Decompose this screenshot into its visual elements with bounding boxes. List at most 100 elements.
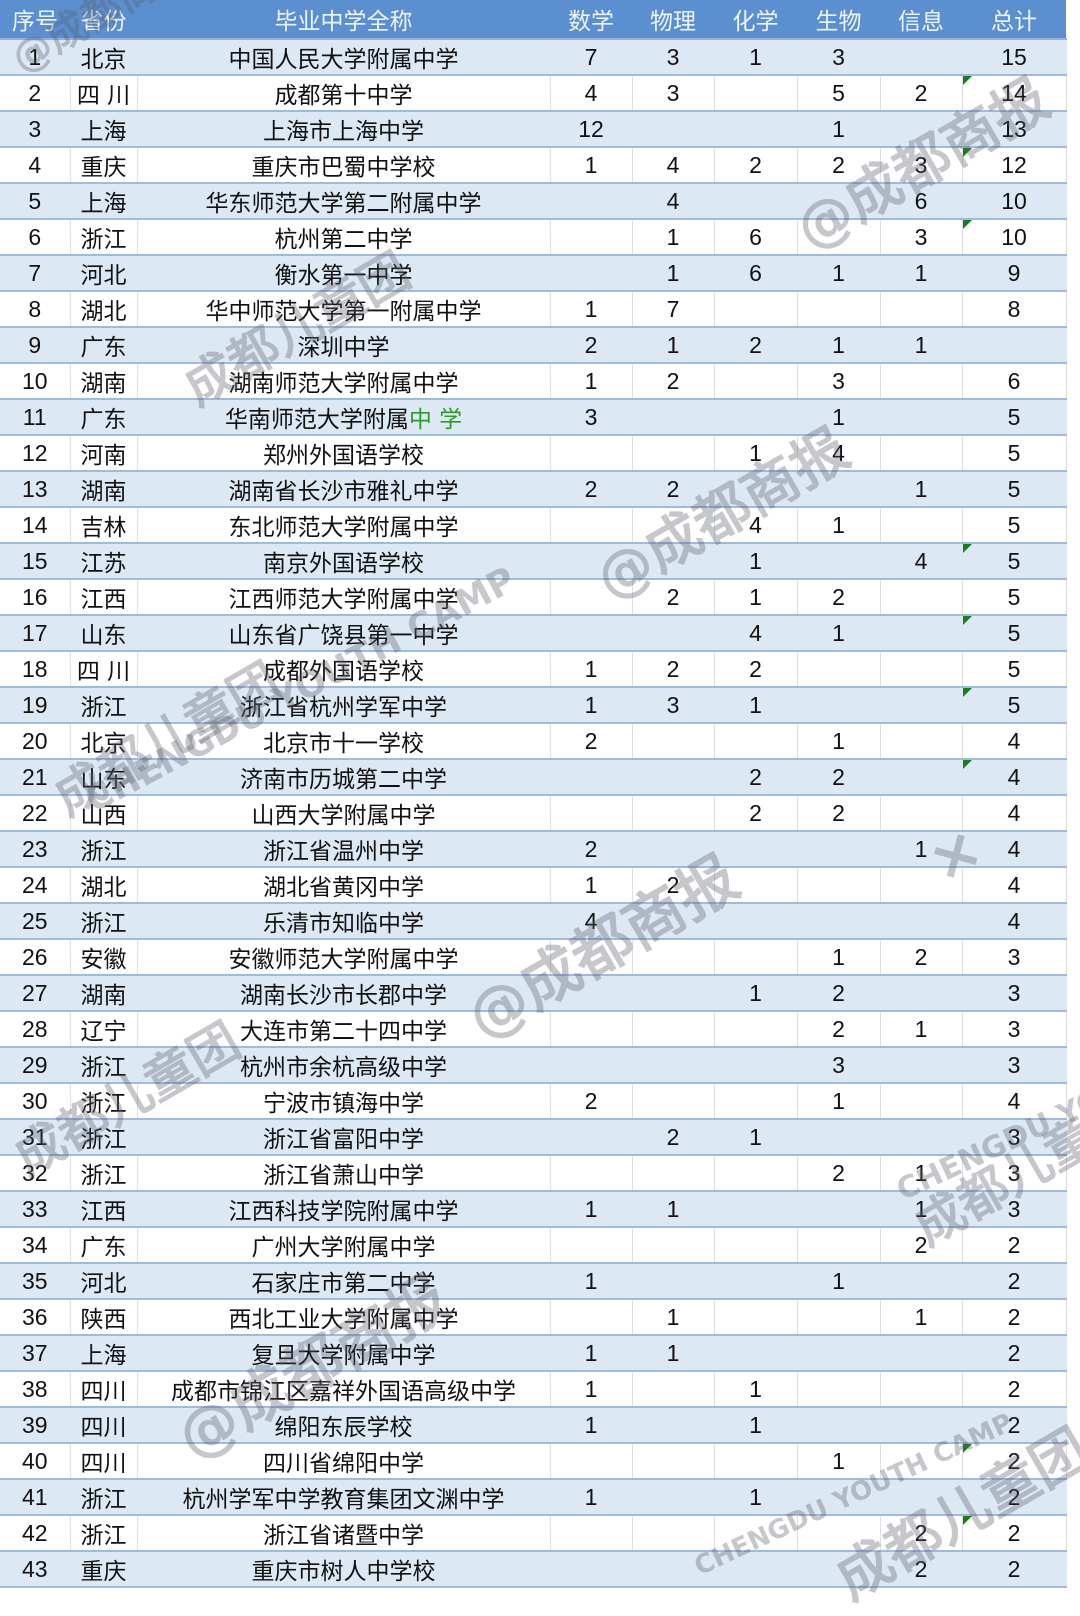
cell-chemistry: 1 [714,579,798,616]
cell-school-text: 大连市第二十四中学 [240,1019,447,1045]
cell-province: 山东 [70,759,138,796]
cell-school: 绵阳东辰学校 [137,1407,551,1444]
cell-index-text: 39 [21,1411,48,1438]
cell-total: 3 [962,1011,1067,1048]
cell-math [550,1551,633,1588]
cell-school: 复旦大学附属中学 [137,1335,551,1372]
cell-index-text: 15 [21,547,48,574]
cell-province: 陕西 [70,1299,138,1336]
cell-school-text: 华东师范大学第二附属中学 [205,191,482,217]
cell-index: 14 [0,507,71,544]
cell-informatics [880,1335,963,1372]
cell-index: 17 [0,615,71,652]
cell-province: 湖南 [70,975,138,1012]
cell-total: 5 [962,543,1067,580]
cell-index-text: 40 [21,1447,48,1474]
cell-total-text: 4 [1007,871,1021,898]
cell-total-text: 9 [1007,259,1021,286]
cell-total: 2 [962,1263,1067,1300]
cell-school: 杭州学军中学教育集团文渊中学 [137,1479,551,1516]
table-row: 23 浙江 浙江省温州中学 2 1 4 [0,831,1067,868]
cell-index: 36 [0,1299,71,1336]
cell-informatics: 2 [880,1227,963,1264]
cell-total: 2 [962,1479,1067,1516]
cell-chemistry-text: 1 [749,1483,762,1510]
cell-physics-text: 1 [666,1303,680,1330]
cell-school: 浙江省萧山中学 [137,1155,551,1192]
cell-province: 江西 [70,579,138,616]
cell-physics-text: 2 [666,1123,680,1150]
cell-math-text: 1 [584,151,598,178]
cell-biology-text: 5 [832,79,845,106]
table-row: 2 四 川 成都第十中学 4 3 5 2 14 [0,75,1067,112]
cell-biology: 1 [797,399,881,436]
table-row: 11 广东 华南师范大学附属中 学 3 1 5 [0,399,1067,436]
cell-index: 32 [0,1155,71,1192]
cell-total-text: 10 [1001,187,1027,214]
header-physics: 物理 [632,0,714,40]
cell-physics [632,1407,715,1444]
cell-informatics [880,903,963,940]
cell-informatics-text: 4 [914,547,928,574]
cell-informatics: 1 [880,255,963,292]
cell-biology [797,1227,881,1264]
cell-province-text: 陕西 [80,1307,127,1333]
cell-index: 42 [0,1515,71,1552]
cell-chemistry [714,723,798,760]
cell-biology-text: 2 [832,151,845,178]
cell-school-text: 南京外国语学校 [263,551,424,577]
cell-math [550,1227,633,1264]
cell-chemistry: 6 [714,219,798,256]
cell-total: 10 [962,183,1067,220]
table-row: 3 上海 上海市上海中学 12 1 13 [0,111,1067,148]
cell-index: 24 [0,867,71,904]
cell-biology: 2 [797,1011,881,1048]
cell-total: 2 [962,1335,1067,1372]
cell-index-text: 36 [21,1303,48,1330]
cell-informatics [880,1047,963,1084]
cell-informatics-text: 1 [914,1159,928,1186]
cell-index: 11 [0,399,71,436]
cell-province: 浙江 [70,1119,138,1156]
cell-province-text: 广东 [80,407,127,433]
cell-physics-text: 2 [666,583,680,610]
cell-biology [797,1299,881,1336]
cell-informatics: 1 [880,1191,963,1228]
cell-index: 22 [0,795,71,832]
cell-informatics: 1 [880,1299,963,1336]
cell-chemistry [714,1191,798,1228]
cell-math [550,255,633,292]
cell-chemistry: 2 [714,759,798,796]
cell-index: 13 [0,471,71,508]
cell-total-text: 3 [1007,1159,1021,1186]
cell-chemistry [714,867,798,904]
cell-province: 辽宁 [70,1011,138,1048]
cell-chemistry [714,1083,798,1120]
cell-index: 18 [0,651,71,688]
cell-chemistry [714,1155,798,1192]
cell-informatics: 2 [880,1551,963,1588]
cell-total: 2 [962,1515,1067,1552]
cell-informatics [880,111,963,148]
cell-informatics [880,975,963,1012]
cell-province: 四川 [70,1371,138,1408]
cell-total: 4 [962,723,1067,760]
cell-biology: 2 [797,759,881,796]
header-row: 序号 省份 毕业中学全称 数学 物理 化学 生物 信息 总计 [0,0,1066,40]
cell-physics [632,615,715,652]
cell-index: 23 [0,831,71,868]
cell-informatics: 1 [880,1011,963,1048]
cell-physics [632,831,715,868]
cell-total: 2 [962,1551,1067,1588]
cell-index-text: 43 [21,1555,48,1582]
cell-total [962,327,1067,364]
cell-math [550,1047,633,1084]
cell-index: 39 [0,1407,71,1444]
cell-total: 9 [962,255,1067,292]
cell-biology: 2 [797,975,881,1012]
cell-math-text: 2 [584,835,598,862]
cell-province-text: 浙江 [80,839,127,865]
cell-physics-text: 2 [666,655,680,682]
cell-informatics [880,1371,963,1408]
cell-province-text: 浙江 [80,1487,127,1513]
